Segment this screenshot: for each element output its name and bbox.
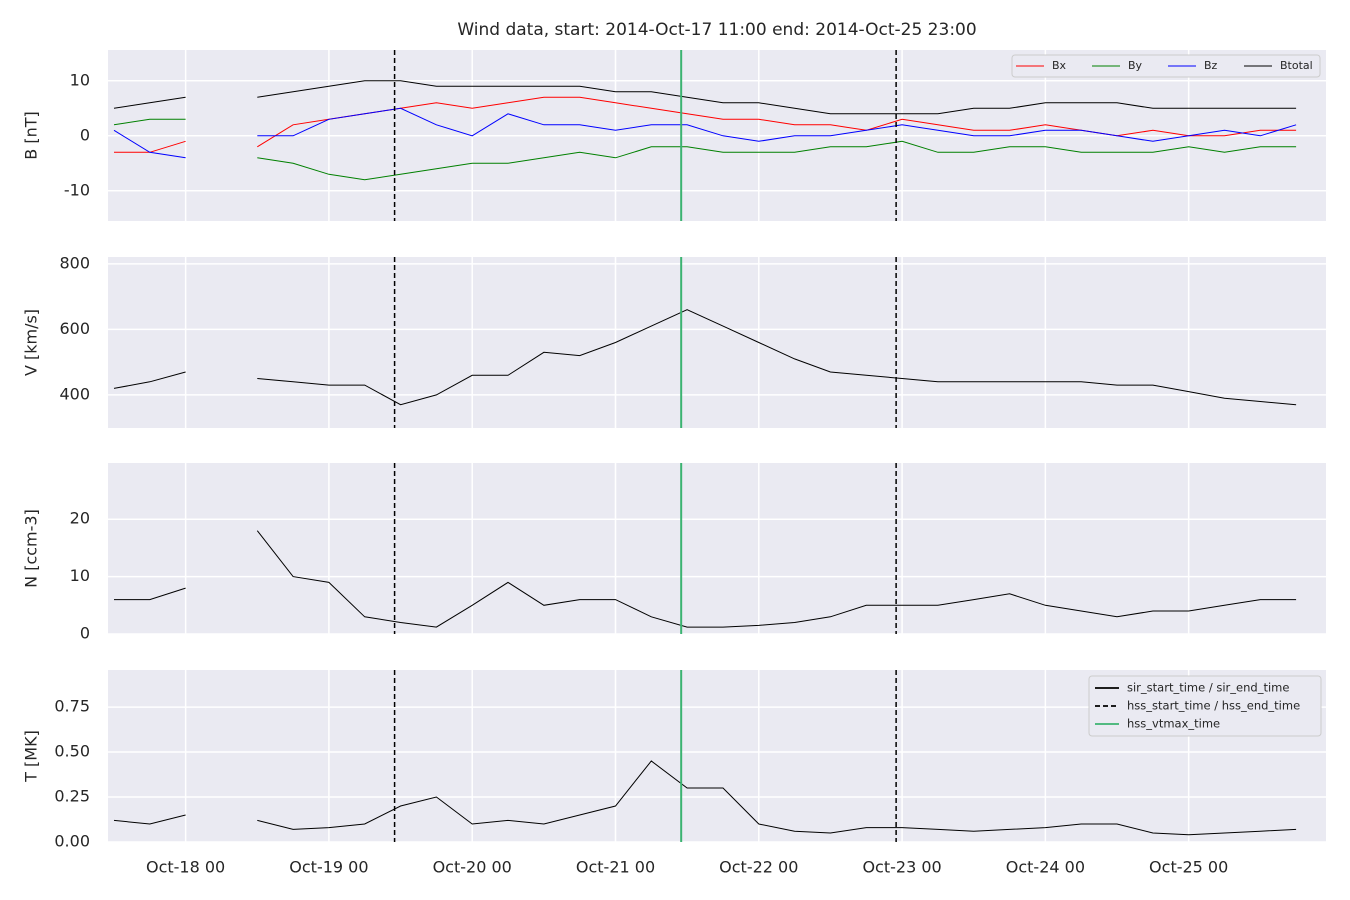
y-tick-label: 0.00: [54, 832, 90, 851]
legend-label: Bx: [1052, 59, 1067, 72]
legend-label: By: [1128, 59, 1143, 72]
y-axis-label: N [ccm-3]: [22, 509, 41, 588]
y-tick-label: 400: [59, 384, 90, 403]
x-tick-label: Oct-25 00: [1149, 858, 1228, 877]
y-tick-label: 0: [80, 624, 90, 643]
series-line: [113, 309, 1297, 406]
x-tick-label: Oct-21 00: [576, 858, 655, 877]
y-tick-label: 10: [70, 566, 90, 585]
y-tick-label: 0.50: [54, 742, 90, 761]
legend-label: sir_start_time / sir_end_time: [1127, 681, 1289, 695]
y-tick-label: 800: [59, 253, 90, 272]
series-line: [113, 80, 1297, 115]
x-tick-label: Oct-18 00: [146, 858, 225, 877]
y-axis-label: T [MK]: [22, 730, 41, 783]
y-tick-label: 20: [70, 509, 90, 528]
y-tick-label: 0.75: [54, 697, 90, 716]
legend-label: hss_vtmax_time: [1127, 717, 1220, 731]
legend-box: [1088, 675, 1322, 737]
legend-label: Bz: [1204, 59, 1218, 72]
x-tick-label: Oct-20 00: [433, 858, 512, 877]
y-tick-label: 0: [80, 125, 90, 144]
y-tick-label: 10: [70, 70, 90, 89]
series-line: [113, 760, 1297, 836]
legend-box: [1011, 54, 1321, 78]
y-tick-label: 0.25: [54, 787, 90, 806]
legend-label: hss_start_time / hss_end_time: [1127, 699, 1300, 713]
x-tick-label: Oct-23 00: [862, 858, 941, 877]
plot-background: [108, 463, 1326, 634]
series-line: [113, 118, 1297, 181]
x-tick-label: Oct-19 00: [289, 858, 368, 877]
y-axis-label: B [nT]: [22, 111, 41, 159]
y-tick-label: 600: [59, 319, 90, 338]
chart-title: Wind data, start: 2014-Oct-17 11:00 end:…: [457, 20, 976, 40]
y-axis-label: V [km/s]: [22, 309, 41, 376]
x-tick-label: Oct-24 00: [1006, 858, 1085, 877]
legend-label: Btotal: [1280, 59, 1313, 72]
x-tick-label: Oct-22 00: [719, 858, 798, 877]
y-tick-label: -10: [64, 180, 90, 199]
series-line: [113, 107, 1297, 159]
series-line: [114, 530, 1297, 628]
plot-background: [108, 257, 1326, 428]
